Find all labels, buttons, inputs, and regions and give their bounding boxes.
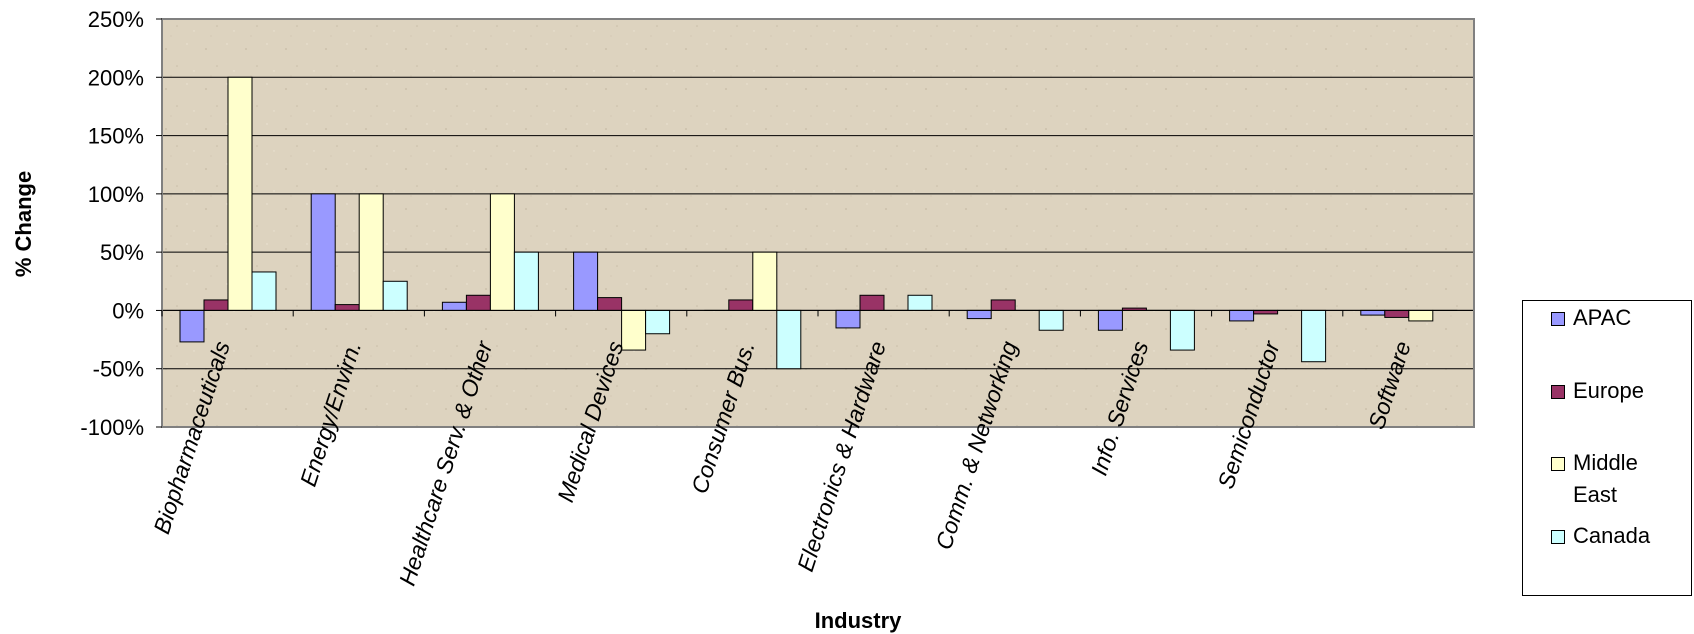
bar-apac [835,309,861,329]
y-tick-label: 100% [88,182,144,207]
bar-canada [251,271,277,311]
legend-item-apac: APAC [1551,305,1673,334]
bar-europe [597,297,623,311]
legend-label: Europe [1573,378,1644,403]
legend-swatch [1551,530,1565,544]
y-axis-title: % Change [11,171,36,277]
legend: APAC Europe Middle East Canada [1522,300,1692,596]
bar-middle-east [227,76,253,311]
bar-canada [1169,309,1195,351]
legend-item-europe: Europe [1551,378,1673,407]
bar-canada [513,251,539,311]
y-tick-label: 250% [88,7,144,32]
bar-apac [1229,309,1255,322]
bar-europe [334,304,360,311]
plot-frame [161,18,1475,428]
legend-label: Canada [1573,523,1651,548]
legend-item-middle-east: Middle East [1551,450,1673,511]
y-tick-label: 50% [100,240,144,265]
bar-europe [1253,309,1279,315]
bar-middle-east [358,193,384,311]
legend-label: Middle East [1573,450,1638,507]
bar-canada [645,309,671,335]
bar-europe [728,299,754,311]
y-tick-label: 200% [88,65,144,90]
bar-middle-east [752,251,778,311]
legend-item-canada: Canada [1551,523,1673,552]
bar-apac [1360,309,1386,316]
legend-swatch [1551,385,1565,399]
y-tick-label: 0% [112,298,144,323]
y-tick-label: 150% [88,124,144,149]
bar-middle-east [489,193,515,311]
bar-middle-east [1408,309,1434,322]
bar-apac [179,309,205,343]
bar-canada [382,280,408,311]
legend-label: APAC [1573,305,1632,330]
y-tick-label: -100% [80,415,144,440]
bar-apac [966,309,992,320]
bar-canada [776,309,802,370]
bar-apac [1097,309,1123,331]
y-tick-label: -50% [93,357,144,382]
bar-europe [465,294,491,311]
bar-apac [573,251,599,311]
bar-apac [310,193,336,311]
bar-canada [1038,309,1064,331]
bar-canada [907,294,933,311]
legend-swatch [1551,312,1565,326]
bar-canada [1301,309,1327,363]
bar-europe [1384,309,1410,318]
legend-swatch [1551,457,1565,471]
bar-europe [859,294,885,311]
bar-middle-east [621,309,647,351]
bar-europe [203,299,229,311]
x-axis-title: Industry [815,608,903,633]
bar-europe [990,299,1016,311]
bar-apac [441,301,467,311]
